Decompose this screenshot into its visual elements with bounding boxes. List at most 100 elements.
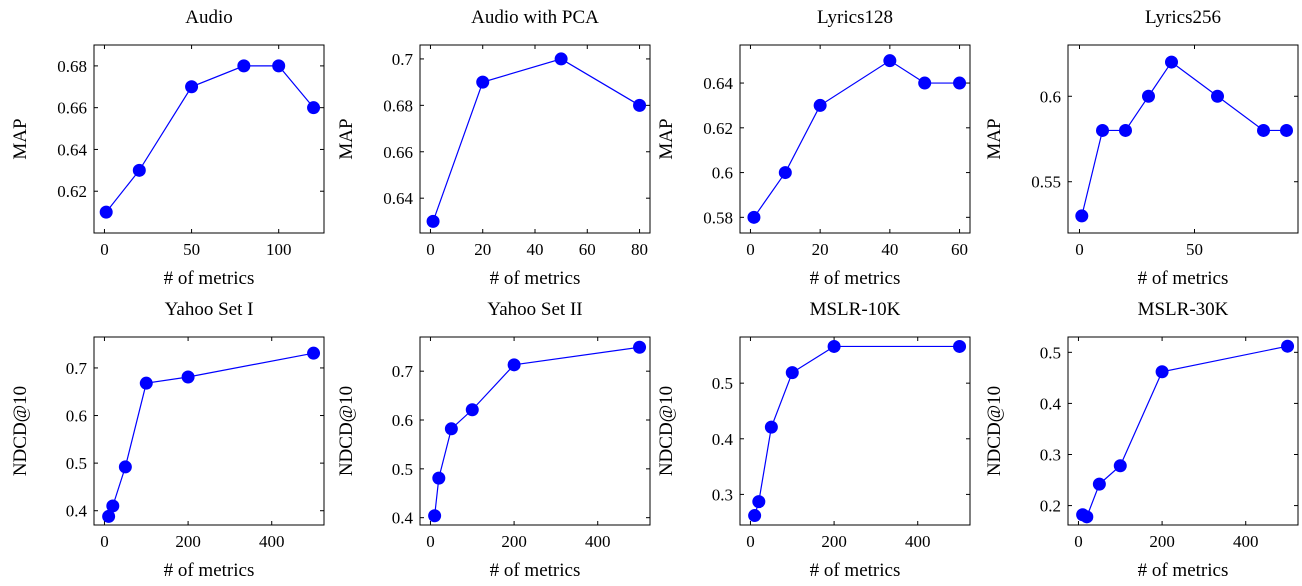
y-tick-label: 0.7 xyxy=(392,362,414,381)
chart-panel-3: Lyrics128 0 20 40 60 0.58 0.6 0.62 0.64 # of metr… xyxy=(656,7,971,289)
chart-title: Yahoo Set I xyxy=(165,299,254,320)
x-axis-label: # of metrics xyxy=(490,268,581,289)
series-line xyxy=(108,352,314,517)
data-point xyxy=(272,59,286,73)
axes-frame xyxy=(93,336,325,526)
x-tick-label: 400 xyxy=(585,532,611,551)
axes-frame xyxy=(1067,336,1299,526)
x-tick-label: 40 xyxy=(881,240,898,259)
y-tick-label: 0.55 xyxy=(1031,173,1061,192)
data-point xyxy=(507,358,521,372)
chart-panel-4: Lyrics256 0 50 0.55 0.6 # of metrics MAP xyxy=(984,7,1299,289)
y-tick-label: 0.3 xyxy=(1040,446,1061,465)
data-point xyxy=(883,54,897,68)
x-tick-label: 400 xyxy=(905,532,931,551)
data-point xyxy=(465,403,479,417)
x-tick-label: 0 xyxy=(746,532,755,551)
x-tick-label: 0 xyxy=(746,240,755,259)
data-point xyxy=(748,509,762,523)
y-tick-label: 0.7 xyxy=(66,359,88,378)
y-tick-label: 0.4 xyxy=(66,502,88,521)
chart-panel-6: Yahoo Set II 0 200 400 0.4 0.5 0.6 0.7 # of metr… xyxy=(336,299,651,581)
data-point xyxy=(554,52,568,66)
data-point xyxy=(633,340,647,354)
x-tick-label: 80 xyxy=(631,240,648,259)
data-point xyxy=(747,210,761,224)
y-tick-label: 0.4 xyxy=(392,509,414,528)
y-tick-label: 0.66 xyxy=(383,143,413,162)
data-point xyxy=(1113,459,1127,473)
x-tick-label: 0 xyxy=(1075,240,1084,259)
x-tick-label: 100 xyxy=(266,240,292,259)
data-point xyxy=(1155,365,1169,379)
data-point xyxy=(1080,510,1094,524)
data-point xyxy=(1092,477,1106,491)
axes-frame xyxy=(739,44,971,234)
data-point xyxy=(1165,55,1178,69)
y-tick-label: 0.66 xyxy=(57,99,87,118)
y-tick-label: 0.64 xyxy=(383,189,413,208)
data-point xyxy=(307,346,321,360)
x-axis-label: # of metrics xyxy=(1138,560,1229,581)
x-tick-label: 400 xyxy=(259,532,285,551)
data-point xyxy=(118,460,132,474)
y-tick-label: 0.5 xyxy=(1040,343,1061,362)
y-tick-label: 0.64 xyxy=(57,140,87,159)
axes-frame xyxy=(419,336,651,526)
data-point xyxy=(432,471,446,485)
data-point xyxy=(307,101,321,115)
x-tick-label: 200 xyxy=(501,532,527,551)
y-axis-label: MAP xyxy=(10,118,31,159)
chart-title: Yahoo Set II xyxy=(487,299,582,320)
y-tick-label: 0.68 xyxy=(383,96,413,115)
data-point xyxy=(185,80,199,94)
chart-title: Audio with PCA xyxy=(471,7,599,28)
data-point xyxy=(633,98,647,112)
axes-frame xyxy=(1067,44,1299,234)
x-axis-label: # of metrics xyxy=(1138,268,1229,289)
chart-title: MSLR-10K xyxy=(810,299,901,320)
x-axis-label: # of metrics xyxy=(810,268,901,289)
data-point xyxy=(139,376,153,390)
x-tick-label: 0 xyxy=(426,532,435,551)
x-tick-label: 0 xyxy=(1074,532,1083,551)
series-line xyxy=(1081,61,1287,217)
data-point xyxy=(953,339,967,353)
y-tick-label: 0.7 xyxy=(392,50,414,69)
y-axis-label: NDCD@10 xyxy=(656,386,677,476)
chart-panel-1: Audio 0 50 100 0.62 0.64 0.66 0.68 # of metrics M… xyxy=(10,7,325,289)
data-point xyxy=(181,370,195,384)
series-line xyxy=(434,346,640,516)
y-tick-label: 0.2 xyxy=(1040,497,1061,516)
chart-title: Lyrics128 xyxy=(817,7,893,28)
x-tick-label: 0 xyxy=(426,240,435,259)
x-axis-label: # of metrics xyxy=(164,560,255,581)
x-tick-label: 60 xyxy=(579,240,596,259)
x-tick-label: 200 xyxy=(1149,532,1175,551)
x-tick-label: 60 xyxy=(951,240,968,259)
x-axis-label: # of metrics xyxy=(164,268,255,289)
y-tick-label: 0.6 xyxy=(712,164,733,183)
axes-frame xyxy=(93,44,325,234)
data-point xyxy=(476,75,490,89)
chart-panel-7: MSLR-10K 0 200 400 0.3 0.4 0.5 # of metrics NDCD… xyxy=(656,299,971,581)
x-axis-label: # of metrics xyxy=(810,560,901,581)
axes-frame xyxy=(419,44,651,234)
data-point xyxy=(237,59,251,73)
chart-panel-5: Yahoo Set I 0 200 400 0.4 0.5 0.6 0.7 # of metri… xyxy=(10,299,325,581)
data-point xyxy=(1257,123,1270,137)
y-axis-label: NDCD@10 xyxy=(984,386,1005,476)
y-tick-label: 0.5 xyxy=(392,460,413,479)
data-point xyxy=(953,76,967,90)
y-tick-label: 0.64 xyxy=(703,74,733,93)
y-tick-label: 0.4 xyxy=(1040,394,1062,413)
chart-title: Audio xyxy=(185,7,233,28)
data-point xyxy=(764,420,778,434)
data-point xyxy=(785,366,799,380)
y-tick-label: 0.62 xyxy=(57,182,87,201)
series-line xyxy=(1082,345,1288,518)
data-point xyxy=(778,166,792,180)
x-tick-label: 50 xyxy=(1186,240,1203,259)
series-line xyxy=(754,345,960,516)
